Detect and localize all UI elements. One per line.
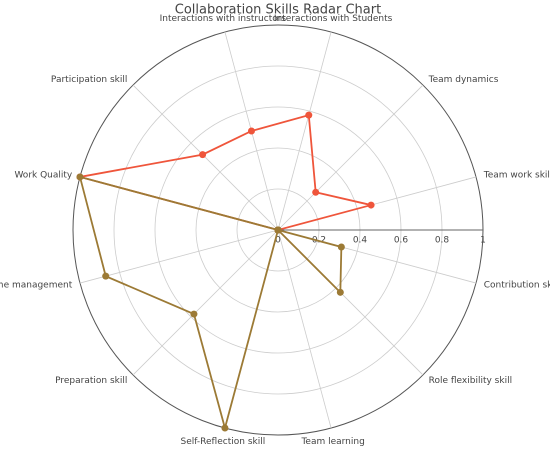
data-point <box>367 201 375 209</box>
spoke <box>277 84 424 231</box>
category-label: Participation skill <box>51 75 127 85</box>
radial-tick-label: 0.4 <box>353 236 368 246</box>
chart-title: Collaboration Skills Radar Chart <box>175 3 381 18</box>
data-point <box>312 188 320 196</box>
series-line <box>78 175 343 432</box>
data-point <box>102 272 110 280</box>
spoke <box>132 84 279 231</box>
category-label: Work Quality <box>14 170 72 180</box>
category-label: Role flexibility skill <box>429 376 512 386</box>
spoke <box>132 229 279 376</box>
data-point <box>305 111 313 119</box>
category-label: Team dynamics <box>428 75 499 85</box>
spoke <box>79 229 279 284</box>
spoke <box>277 229 332 429</box>
category-label: Contribution skill <box>484 281 550 291</box>
category-label: Preparation skill <box>55 376 127 386</box>
data-point <box>199 151 207 159</box>
radial-tick-label: 0.8 <box>435 236 450 246</box>
spoke <box>277 31 332 231</box>
category-label: Time management <box>0 281 73 291</box>
data-point <box>336 288 344 296</box>
category-label: Self-Reflection skill <box>181 437 266 447</box>
data-point <box>274 226 282 234</box>
series-line <box>79 113 372 231</box>
category-label: Interactions with instructors <box>160 14 287 24</box>
radial-tick-label: 0.6 <box>394 236 409 246</box>
category-label: Team learning <box>300 437 364 447</box>
data-point <box>190 310 198 318</box>
category-label: Interactions with Students <box>274 14 393 24</box>
data-point <box>247 127 255 135</box>
data-point <box>221 424 229 432</box>
radial-tick-label: 0 <box>275 236 281 246</box>
data-point <box>337 243 345 251</box>
data-point <box>76 173 84 181</box>
radial-tick-label: 1 <box>480 236 486 246</box>
category-label: Team work skill <box>483 170 550 180</box>
